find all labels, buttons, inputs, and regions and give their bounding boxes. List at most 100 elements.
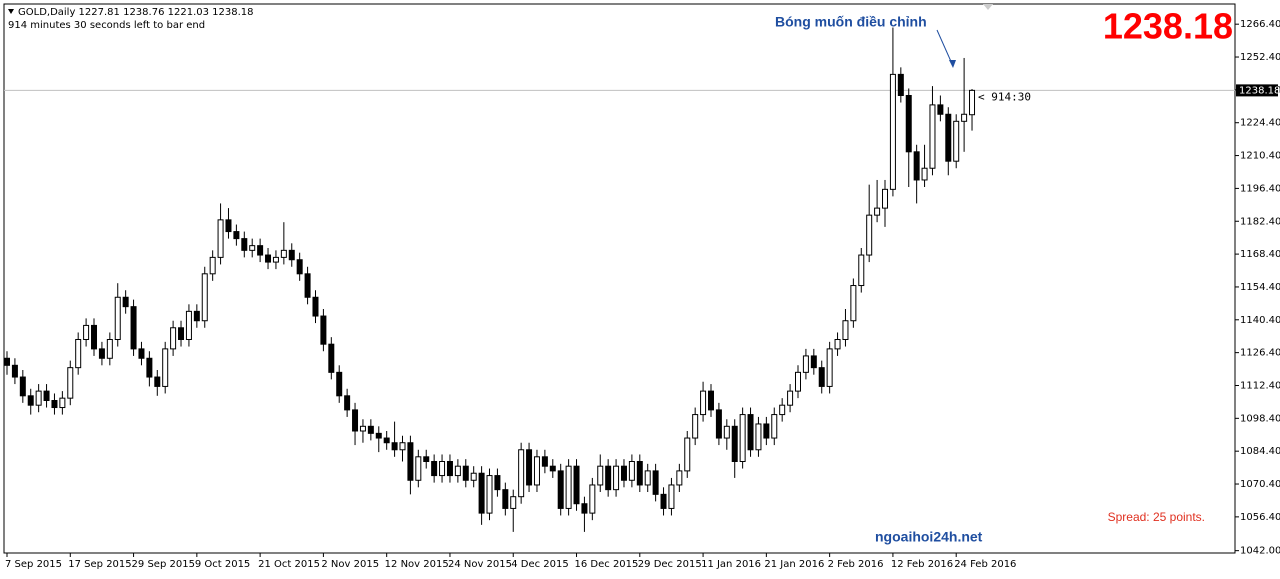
timer: 914 minutes 30 seconds left to bar end (8, 20, 205, 31)
candle-body (367, 425, 374, 434)
candle-body (59, 397, 66, 409)
y-tick-label: 1098.40 (1240, 413, 1280, 424)
candle-body (138, 348, 145, 359)
candle-body (707, 390, 714, 411)
candle-body (178, 327, 185, 340)
candle-body (818, 367, 825, 387)
candle-body (945, 113, 952, 162)
candle-body (613, 465, 620, 491)
bid-label: 1238.18 (1239, 85, 1280, 96)
candle-body (122, 296, 129, 308)
countdown: < 914:30 (978, 90, 1031, 103)
candle-body (739, 414, 746, 463)
candle-body (439, 461, 446, 477)
y-tick-label: 1056.40 (1240, 512, 1280, 523)
candle-body (27, 395, 34, 406)
candle-body (106, 339, 113, 359)
candle-body (581, 503, 588, 514)
candle-body (747, 414, 754, 451)
x-tick-label: 2 Feb 2016 (828, 559, 884, 570)
candle-body (146, 357, 153, 378)
candle-body (83, 324, 90, 340)
x-tick-label: 4 Dec 2015 (511, 559, 569, 570)
candle-body (225, 219, 232, 233)
candle-body (35, 390, 42, 406)
x-tick-label: 11 Jan 2016 (701, 559, 761, 570)
candle-body (723, 425, 730, 439)
candle-body (668, 484, 675, 509)
candle-body (620, 465, 627, 481)
candle-body (320, 315, 327, 345)
candle-body (11, 364, 18, 378)
candle-body (241, 238, 248, 251)
candle-body (19, 376, 26, 397)
y-tick-label: 1070.40 (1240, 479, 1280, 490)
candle-body (201, 273, 208, 322)
x-tick-label: 2 Nov 2015 (321, 559, 379, 570)
candle-body (67, 367, 74, 399)
candle-body (249, 245, 256, 251)
x-tick-label: 7 Sep 2015 (5, 559, 62, 570)
candle-body (43, 390, 50, 402)
candle-body (874, 207, 881, 216)
y-tick-label: 1266.40 (1240, 19, 1280, 30)
candle-body (676, 470, 683, 486)
candle-body (383, 437, 390, 444)
candle-body (130, 306, 137, 350)
arrow-head (949, 60, 956, 68)
candle-body (280, 249, 287, 258)
candle-body (763, 423, 770, 439)
candle-body (209, 256, 216, 275)
candle-body (589, 484, 596, 514)
candle-body (375, 432, 382, 439)
candle-body (731, 425, 738, 462)
candle-body (834, 339, 841, 350)
candle-body (969, 89, 976, 116)
candle-body (154, 376, 161, 387)
candle-body (795, 371, 801, 392)
candle-body (802, 355, 809, 373)
candle-body (478, 472, 485, 514)
candle-body (715, 409, 722, 439)
candle-body (897, 73, 904, 96)
candle-body (850, 285, 857, 322)
candle-body (787, 390, 794, 406)
candle-body (399, 442, 406, 451)
x-tick-label: 24 Nov 2015 (448, 559, 512, 570)
y-tick-label: 1042.00 (1240, 546, 1280, 557)
candle-body (644, 470, 651, 486)
candle-body (217, 219, 224, 258)
y-tick-label: 1140.40 (1240, 315, 1280, 326)
candle-body (502, 489, 509, 509)
candle-body (771, 414, 778, 439)
x-tick-label: 16 Dec 2015 (575, 559, 639, 570)
candle-body (162, 348, 169, 387)
y-tick-label: 1084.40 (1240, 446, 1280, 457)
candle-body (185, 310, 192, 341)
y-tick-label: 1126.40 (1240, 348, 1280, 359)
candle-body (462, 465, 469, 481)
candle-body (652, 470, 659, 495)
candle-body (352, 409, 359, 432)
big-price: 1238.18 (1103, 6, 1233, 47)
candle-body (533, 456, 540, 486)
y-tick-label: 1224.40 (1240, 118, 1280, 129)
candle-body (304, 273, 311, 298)
candle-body (518, 449, 525, 498)
x-tick-label: 24 Feb 2016 (954, 559, 1016, 570)
shift-marker (983, 4, 993, 10)
candle-body (779, 404, 786, 416)
x-tick-label: 21 Oct 2015 (258, 559, 320, 570)
y-tick-label: 1196.40 (1240, 183, 1280, 194)
y-tick-label: 1210.40 (1240, 151, 1280, 162)
candle-body (470, 472, 477, 481)
menu-arrow[interactable] (8, 9, 14, 14)
y-tick-label: 1252.40 (1240, 52, 1280, 63)
candle-body (75, 339, 82, 369)
annotation: Bóng muốn điều chỉnh (775, 14, 927, 30)
x-tick-label: 17 Sep 2015 (68, 559, 131, 570)
candle-body (810, 355, 817, 369)
x-tick-label: 9 Oct 2015 (195, 559, 250, 570)
candle-body (549, 465, 556, 472)
